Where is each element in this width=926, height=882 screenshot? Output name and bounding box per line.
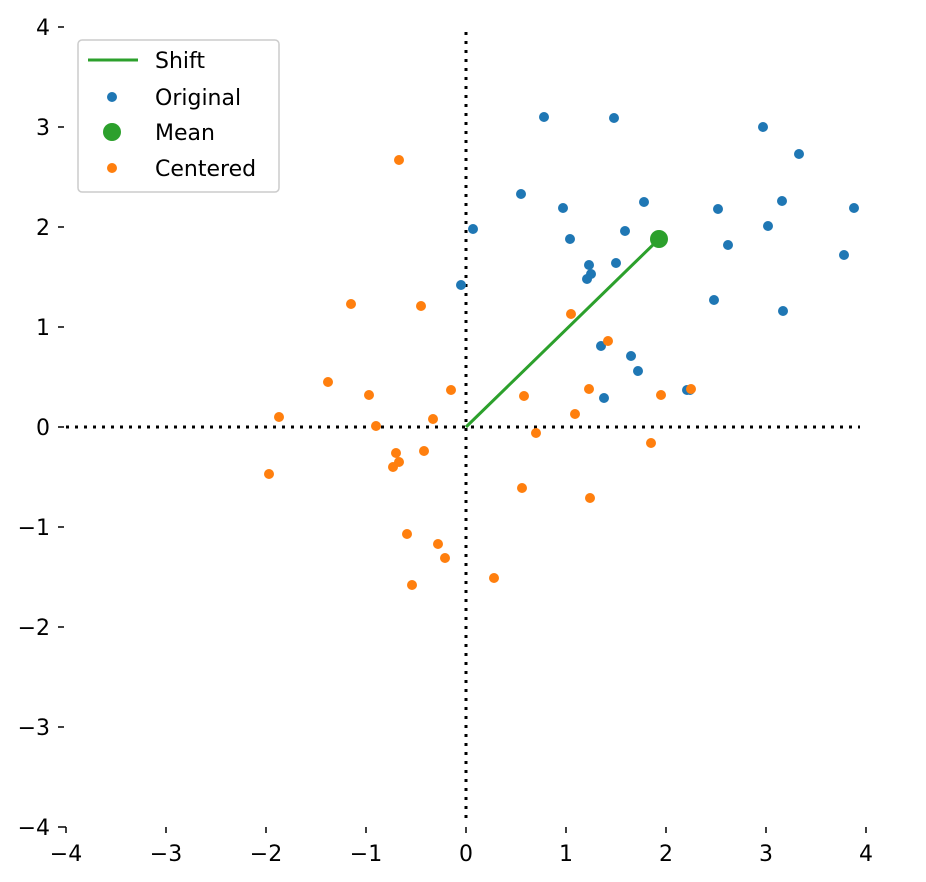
centered-point xyxy=(407,580,417,590)
original-point xyxy=(713,204,723,214)
original-point xyxy=(639,197,649,207)
centered-point xyxy=(686,384,696,394)
original-point xyxy=(849,203,859,213)
original-point xyxy=(584,260,594,270)
original-point xyxy=(839,250,849,260)
x-tick-label: −2 xyxy=(250,842,282,867)
original-point xyxy=(468,224,478,234)
original-point xyxy=(794,149,804,159)
original-point xyxy=(565,234,575,244)
centered-point xyxy=(428,414,438,424)
centered-point xyxy=(656,390,666,400)
legend-label-shift: Shift xyxy=(155,49,205,74)
original-point xyxy=(709,295,719,305)
original-point xyxy=(620,226,630,236)
legend-label-mean: Mean xyxy=(155,121,215,146)
centered-point xyxy=(517,483,527,493)
centered-point xyxy=(391,448,401,458)
centered-point xyxy=(402,529,412,539)
centered-point xyxy=(646,438,656,448)
centered-point xyxy=(519,391,529,401)
centered-point xyxy=(603,336,613,346)
centered-point xyxy=(388,462,398,472)
y-tick-label: 0 xyxy=(36,416,50,441)
original-point xyxy=(633,366,643,376)
original-point xyxy=(516,189,526,199)
centered-point xyxy=(585,493,595,503)
y-tick-label: −2 xyxy=(18,616,50,641)
y-tick-label: −3 xyxy=(18,716,50,741)
original-point xyxy=(758,122,768,132)
legend: Shift Original Mean Centered xyxy=(77,39,280,193)
x-tick-label: 3 xyxy=(759,842,773,867)
centered-point xyxy=(489,573,499,583)
x-tick-label: 2 xyxy=(659,842,673,867)
y-tick-label: 3 xyxy=(36,116,50,141)
centered-point xyxy=(416,301,426,311)
x-tick-label: 1 xyxy=(559,842,573,867)
y-tick-label: 2 xyxy=(36,216,50,241)
original-point xyxy=(609,113,619,123)
original-point xyxy=(596,341,606,351)
centered-point xyxy=(264,469,274,479)
centered-point xyxy=(446,385,456,395)
centered-point xyxy=(371,421,381,431)
centered-point xyxy=(440,553,450,563)
x-tick-label: 4 xyxy=(859,842,873,867)
centered-point xyxy=(394,155,404,165)
original-point xyxy=(456,280,466,290)
y-tick-label: −4 xyxy=(18,816,50,841)
y-tick-label: −1 xyxy=(18,516,50,541)
centered-point xyxy=(531,428,541,438)
centered-point xyxy=(566,309,576,319)
centered-point xyxy=(346,299,356,309)
centered-point xyxy=(323,377,333,387)
legend-swatch-original xyxy=(107,92,117,102)
original-point xyxy=(777,196,787,206)
original-point xyxy=(723,240,733,250)
mean-point xyxy=(650,230,668,248)
legend-label-original: Original xyxy=(155,86,241,111)
legend-label-centered: Centered xyxy=(155,157,256,182)
axes-layer: −4 −3 −2 −1 0 1 2 3 4 4 3 2 1 0 −1 −2 −3 −4 xyxy=(18,16,873,867)
centered-point xyxy=(433,539,443,549)
legend-swatch-mean xyxy=(103,123,121,141)
centered-point xyxy=(584,384,594,394)
centered-point xyxy=(419,446,429,456)
shift-line xyxy=(464,237,661,429)
original-point xyxy=(778,306,788,316)
original-point xyxy=(626,351,636,361)
original-point xyxy=(599,393,609,403)
original-point xyxy=(582,274,592,284)
centered-point xyxy=(570,409,580,419)
y-tick-label: 1 xyxy=(36,316,50,341)
plot-layer xyxy=(264,112,859,590)
original-point xyxy=(611,258,621,268)
reference-lines xyxy=(66,32,860,822)
original-point xyxy=(763,221,773,231)
x-tick-label: −4 xyxy=(50,842,82,867)
legend-swatch-centered xyxy=(107,163,117,173)
centered-point xyxy=(364,390,374,400)
legend-box xyxy=(77,39,280,193)
original-point xyxy=(558,203,568,213)
y-tick-label: 4 xyxy=(36,16,50,41)
x-tick-label: −3 xyxy=(150,842,182,867)
x-tick-label: −1 xyxy=(350,842,382,867)
x-tick-label: 0 xyxy=(459,842,473,867)
original-point xyxy=(539,112,549,122)
centered-point xyxy=(274,412,284,422)
